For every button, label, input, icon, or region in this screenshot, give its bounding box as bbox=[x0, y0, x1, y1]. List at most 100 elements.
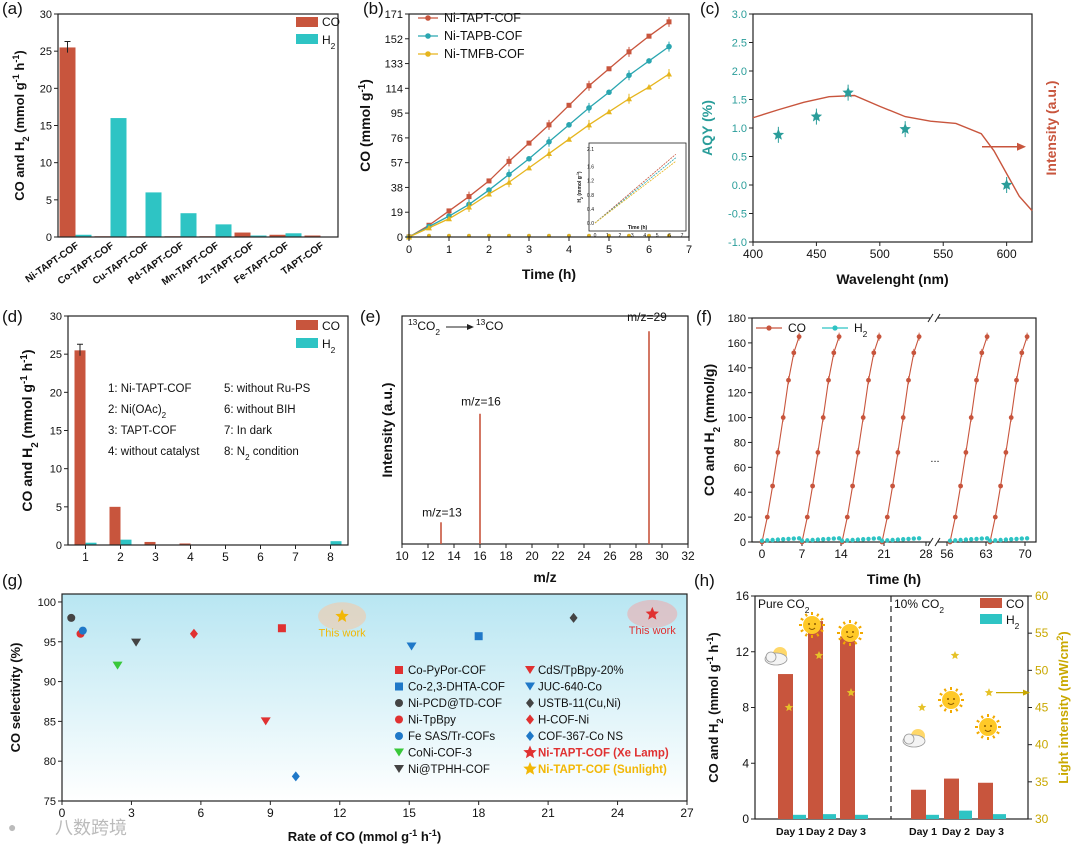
bar bbox=[59, 47, 76, 238]
x-tick-label: 28 bbox=[919, 547, 933, 561]
co-point bbox=[890, 483, 895, 489]
bar bbox=[215, 224, 232, 237]
inset-tick-label: 0.0 bbox=[587, 221, 594, 227]
sun-icon bbox=[837, 620, 863, 646]
x-tick-label: 24 bbox=[611, 806, 625, 820]
sun-disc bbox=[841, 624, 859, 642]
inset-tick-label: 0.8 bbox=[587, 193, 594, 199]
co-point bbox=[884, 514, 890, 520]
h2-point bbox=[871, 536, 876, 541]
y-tick-label: 4 bbox=[742, 756, 749, 770]
y-tick-label: 120 bbox=[728, 388, 746, 400]
h2-point bbox=[979, 536, 984, 541]
y-axis-label-right: Intensity (a.u.) bbox=[1043, 81, 1059, 176]
panel-label: (d) bbox=[2, 307, 23, 326]
x-tick-label: 550 bbox=[933, 247, 953, 261]
h2-point bbox=[845, 538, 850, 543]
x-tick-label: 3 bbox=[152, 550, 159, 564]
h2-point bbox=[879, 538, 885, 543]
y-axis-label: CO and H2 (mmol g-1 h-1) bbox=[11, 50, 31, 201]
data-point bbox=[646, 33, 652, 39]
sun-ray bbox=[800, 629, 804, 633]
inset-tick-label: 6 bbox=[668, 233, 671, 239]
y-tick-label: 1.0 bbox=[732, 123, 747, 135]
h2-point bbox=[805, 538, 810, 543]
legend-marker bbox=[394, 748, 404, 757]
x-tick-label: 7 bbox=[799, 547, 806, 561]
series-line bbox=[408, 21, 670, 238]
legend-label: Fe SAS/Tr-COFs bbox=[408, 731, 495, 743]
sun-ray bbox=[842, 641, 846, 645]
legend-marker bbox=[526, 714, 534, 725]
x-tick-label: 7 bbox=[686, 244, 692, 256]
x-tick-label: 0 bbox=[59, 806, 66, 820]
data-point bbox=[446, 208, 452, 214]
data-point bbox=[486, 187, 492, 193]
category-label: Day 2 bbox=[806, 826, 834, 838]
data-point bbox=[626, 72, 632, 79]
y-tick-label: 0 bbox=[56, 540, 62, 552]
inset-tick-label: 1 bbox=[606, 233, 609, 239]
x-tick-label: 16 bbox=[473, 549, 487, 563]
legend-marker bbox=[525, 682, 535, 691]
bar bbox=[234, 232, 251, 237]
inset-tick-label: 3 bbox=[631, 233, 634, 239]
h2-point bbox=[781, 537, 786, 542]
sun-disc bbox=[979, 718, 997, 736]
peak-label: m/z=13 bbox=[422, 505, 462, 519]
sun-ray bbox=[976, 719, 980, 723]
h2-point bbox=[836, 536, 842, 541]
bar bbox=[110, 118, 127, 237]
condition-label: 5: without Ru-PS bbox=[224, 383, 311, 395]
h2-point bbox=[993, 538, 998, 543]
inset-y-label: H2 (mmol g-1) bbox=[576, 171, 584, 203]
peak-label: m/z=29 bbox=[627, 310, 667, 324]
co-point bbox=[992, 514, 998, 520]
bar bbox=[855, 814, 868, 819]
co-point bbox=[952, 514, 958, 520]
data-point bbox=[277, 624, 286, 633]
sun-ray bbox=[804, 613, 808, 617]
h2-point bbox=[963, 537, 969, 542]
sun-ray bbox=[838, 637, 842, 641]
co-line bbox=[761, 336, 800, 543]
data-point bbox=[291, 771, 300, 782]
cloudy-sun-icon bbox=[902, 729, 926, 748]
y-tick-label: 2.5 bbox=[732, 38, 747, 50]
data-point bbox=[666, 70, 672, 77]
bar bbox=[911, 789, 926, 819]
x-tick-label: 400 bbox=[743, 247, 763, 261]
x-tick-label: 2 bbox=[486, 244, 492, 256]
y-tick-label: 0 bbox=[397, 232, 403, 244]
co-point bbox=[764, 514, 770, 520]
x-tick-label: 20 bbox=[525, 549, 539, 563]
h2-point bbox=[839, 538, 845, 543]
h2-point bbox=[826, 536, 831, 542]
bar bbox=[269, 234, 286, 237]
co-point bbox=[810, 483, 815, 489]
intensity-curve bbox=[752, 94, 1033, 212]
condition-label: 8: N2 condition bbox=[224, 446, 299, 462]
x-tick-label: 0 bbox=[406, 244, 412, 256]
sun-disc bbox=[803, 616, 821, 634]
h2-point bbox=[786, 536, 791, 542]
inset-line bbox=[594, 153, 677, 224]
x-tick-label: 56 bbox=[940, 547, 954, 561]
h2-point bbox=[866, 536, 871, 542]
panel-label: (b) bbox=[363, 0, 384, 18]
bar bbox=[793, 814, 806, 819]
arrow-head bbox=[1023, 689, 1030, 696]
data-point bbox=[566, 102, 572, 108]
x-tick-label: 8 bbox=[327, 550, 334, 564]
sun-ray bbox=[996, 719, 1000, 723]
y-axis-label: CO and H2 (mmol g-1 h-1) bbox=[19, 349, 41, 511]
plot-frame bbox=[401, 315, 689, 545]
bar bbox=[840, 636, 855, 819]
sun-ray bbox=[854, 621, 858, 625]
data-point bbox=[189, 628, 198, 639]
sun-ray bbox=[858, 637, 862, 641]
x-tick-label: 24 bbox=[577, 549, 591, 563]
y-tick-label: 95 bbox=[44, 637, 56, 649]
x-tick-label: 6 bbox=[257, 550, 264, 564]
